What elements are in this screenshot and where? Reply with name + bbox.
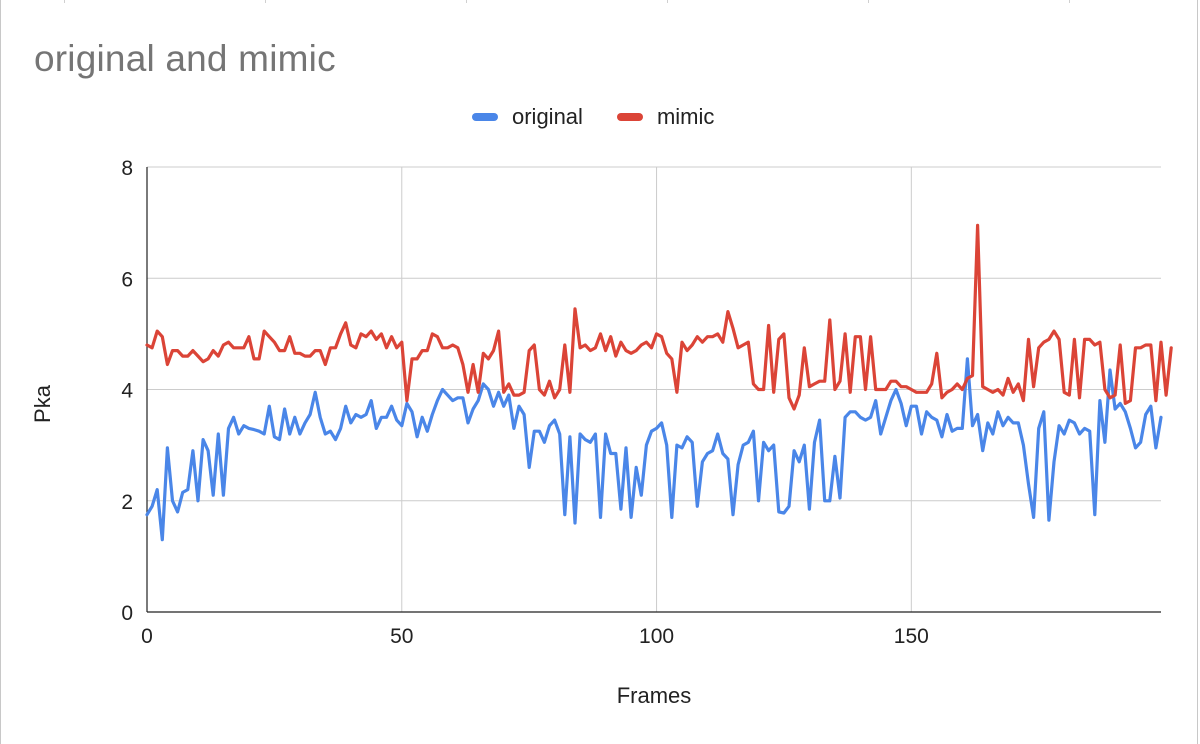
legend-swatch-original bbox=[472, 113, 498, 121]
legend[interactable]: original mimic bbox=[472, 104, 748, 130]
chart-title: original and mimic bbox=[34, 38, 336, 79]
top-border bbox=[0, 0, 1200, 3]
legend-label-mimic: mimic bbox=[656, 104, 715, 129]
legend-item-mimic[interactable]: mimic bbox=[616, 104, 715, 130]
legend-item-original[interactable]: original bbox=[472, 104, 583, 130]
legend-label-original: original bbox=[512, 104, 583, 129]
legend-swatch-mimic bbox=[616, 113, 643, 121]
